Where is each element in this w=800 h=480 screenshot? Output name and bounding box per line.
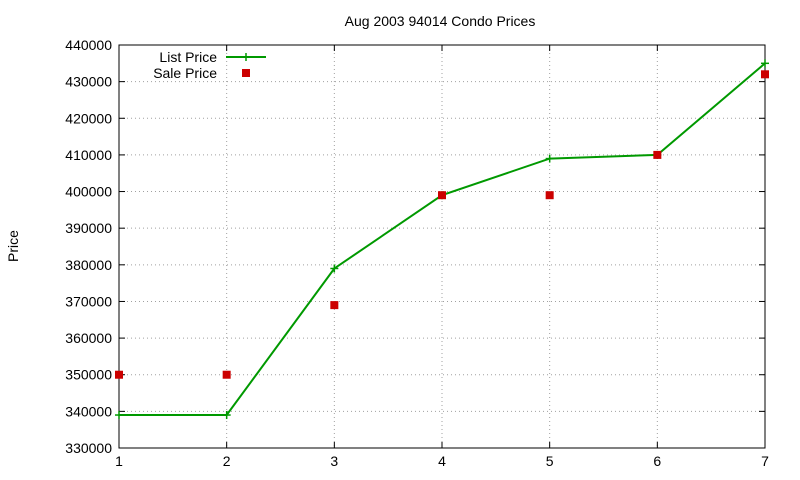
x-tick-label: 5: [546, 453, 554, 469]
y-tick-label: 440000: [65, 37, 112, 53]
legend-marker: [242, 69, 250, 77]
legend-label: Sale Price: [153, 65, 217, 81]
y-tick-label: 330000: [65, 440, 112, 456]
y-tick-label: 430000: [65, 74, 112, 90]
x-tick-label: 4: [438, 453, 446, 469]
y-tick-label: 380000: [65, 257, 112, 273]
x-tick-label: 3: [330, 453, 338, 469]
y-tick-label: 400000: [65, 184, 112, 200]
data-point: [545, 154, 554, 163]
data-point: [330, 301, 339, 310]
data-point: [653, 150, 662, 159]
data-point: [761, 59, 769, 68]
series: [115, 59, 769, 420]
y-tick-label: 340000: [65, 403, 112, 419]
y-tick-label: 350000: [65, 367, 112, 383]
y-tick-label: 370000: [65, 293, 112, 309]
y-axis-label: Price: [5, 230, 21, 262]
data-point: [761, 70, 769, 79]
series-1: [115, 70, 769, 379]
grid: [119, 45, 765, 448]
legend-marker: [242, 53, 250, 61]
data-point: [115, 370, 123, 379]
y-tick-label: 390000: [65, 220, 112, 236]
x-tick-label: 1: [115, 453, 123, 469]
chart-title: Aug 2003 94014 Condo Prices: [345, 13, 536, 29]
data-point: [330, 264, 339, 273]
legend-label: List Price: [159, 49, 217, 65]
data-point: [115, 411, 123, 420]
y-tick-label: 420000: [65, 110, 112, 126]
data-point: [222, 370, 231, 379]
x-tick-label: 6: [653, 453, 661, 469]
y-tick-label: 360000: [65, 330, 112, 346]
axes: 330000 340000 350000 360000 370000 380000 3900…: [65, 37, 769, 469]
y-tick-label: 410000: [65, 147, 112, 163]
x-tick-label: 7: [761, 453, 769, 469]
data-point: [545, 191, 554, 200]
data-point: [438, 191, 446, 200]
x-tick-label: 2: [223, 453, 231, 469]
series-line: [119, 62, 766, 417]
data-point: [222, 411, 231, 420]
